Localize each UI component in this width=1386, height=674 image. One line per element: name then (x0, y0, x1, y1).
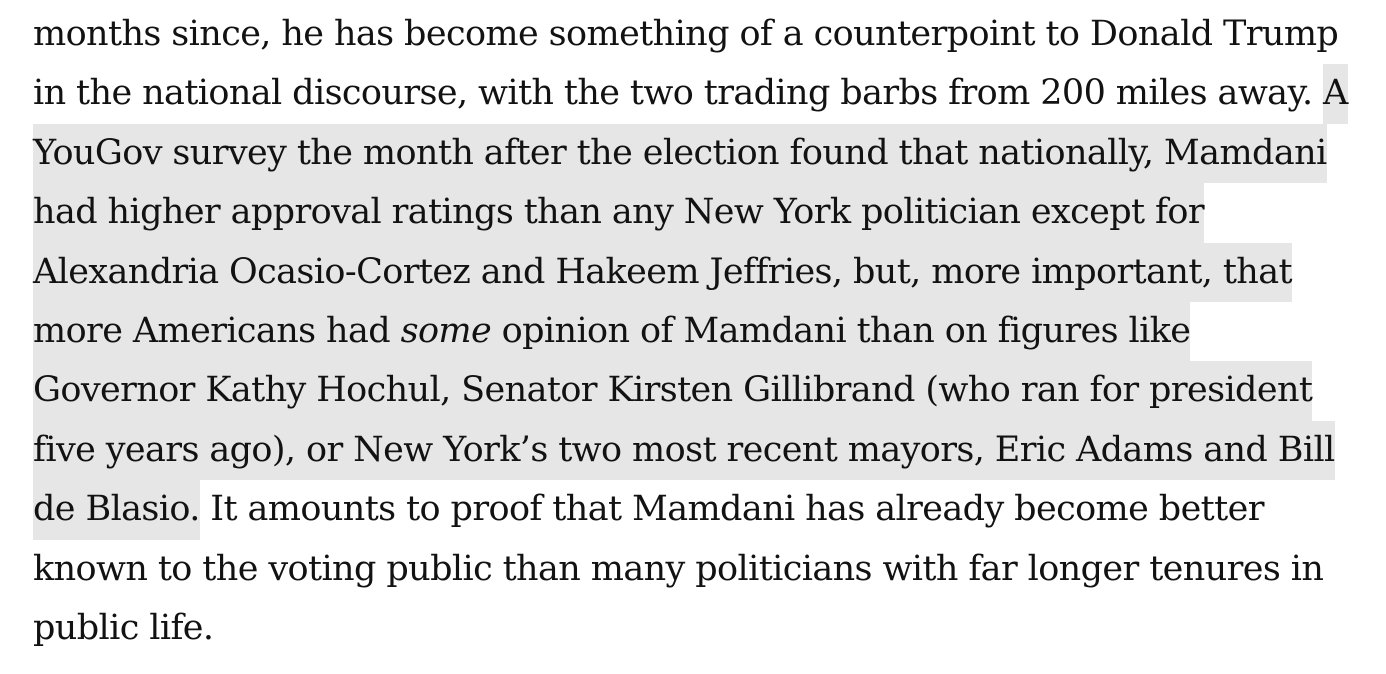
highlighted-text[interactable]: Governor Kathy Hochul, Senator Kirsten G… (33, 361, 1313, 421)
text-line: Alexandria Ocasio-Cortez and Hakeem Jeff… (33, 242, 1378, 302)
text-line: more Americans had some opinion of Mamda… (33, 301, 1378, 362)
text-line: public life. (33, 599, 1378, 658)
text-line: known to the voting public than many pol… (33, 540, 1378, 599)
highlighted-text[interactable]: YouGov survey the month after the electi… (33, 123, 1327, 184)
highlighted-text-part: more Americans had (33, 310, 401, 351)
text-line: YouGov survey the month after the electi… (33, 123, 1378, 184)
highlighted-text[interactable]: more Americans had some opinion of Mamda… (33, 301, 1191, 362)
body-text: in the national discourse, with the two … (33, 73, 1324, 114)
body-text: known to the voting public than many pol… (33, 548, 1324, 589)
highlighted-text[interactable]: had higher approval ratings than any New… (33, 183, 1205, 243)
article-body: months since, he has become something of… (33, 5, 1378, 658)
highlighted-text[interactable]: A (1323, 64, 1348, 124)
highlighted-text[interactable]: five years ago), or New York’s two most … (33, 420, 1335, 481)
text-line: in the national discourse, with the two … (33, 64, 1378, 124)
highlighted-text-part: opinion of Mamdani than on figures like (491, 310, 1191, 351)
emphasized-word: some (400, 310, 492, 351)
highlighted-text[interactable]: de Blasio. (33, 480, 200, 540)
body-text: public life. (33, 607, 214, 648)
body-text: months since, he has become something of… (33, 14, 1339, 54)
text-line: had higher approval ratings than any New… (33, 183, 1378, 243)
text-line: months since, he has become something of… (33, 5, 1378, 64)
text-line: Governor Kathy Hochul, Senator Kirsten G… (33, 361, 1378, 421)
highlighted-text[interactable]: Alexandria Ocasio-Cortez and Hakeem Jeff… (33, 242, 1293, 302)
text-line: five years ago), or New York’s two most … (33, 420, 1378, 481)
text-line: de Blasio. It amounts to proof that Mamd… (33, 480, 1378, 540)
body-text: It amounts to proof that Mamdani has alr… (199, 489, 1264, 530)
